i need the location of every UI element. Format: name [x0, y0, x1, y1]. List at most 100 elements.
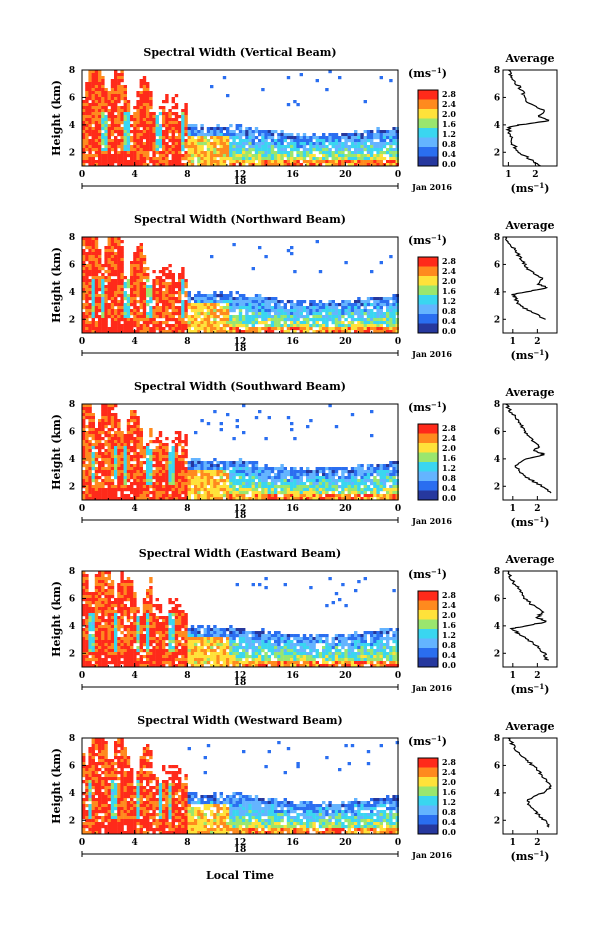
colorbar-tick-label: 1.6: [442, 286, 456, 296]
colorbar-segment: [418, 285, 438, 296]
y-tick-label: 8: [69, 66, 75, 76]
average-x-label-base: (ms: [510, 182, 533, 195]
average-y-tick-label: 4: [494, 455, 500, 465]
average-line: [507, 570, 549, 661]
colorbar-segment: [418, 314, 438, 324]
x-tick-label: 0: [79, 838, 85, 848]
colorbar-segment: [418, 452, 438, 463]
colorbar-segment: [418, 443, 438, 453]
colorbar-unit-exp: −1: [431, 567, 442, 576]
panel-5: Spectral Width (Westward Beam)0 4 8 12 16 20 0…: [50, 714, 558, 863]
y-axis-label: Height (km): [50, 581, 63, 657]
average-y-tick-label: 4: [494, 622, 500, 632]
colorbar-tick-label: 2.0: [442, 443, 456, 453]
average-y-tick-label: 8: [494, 400, 500, 410]
x-tick-label: 0: [395, 337, 401, 347]
heatmap-cells: [82, 571, 399, 668]
average-frame: [502, 570, 558, 668]
panel-title: Spectral Width (Southward Beam): [134, 380, 346, 393]
y-tick-label: 2: [69, 816, 75, 826]
average-frame: [502, 737, 558, 835]
colorbar-tick-label: 2.8: [442, 590, 456, 600]
date-label: Jan 2016: [411, 850, 452, 860]
average-title: Average: [504, 553, 554, 566]
colorbar-segment: [418, 796, 438, 806]
colorbar-segment: [418, 657, 438, 668]
average-x-label-close: ): [544, 516, 549, 529]
y-tick-label: 2: [69, 482, 75, 492]
colorbar-tick-label: 0.4: [442, 650, 456, 660]
average-y-tick-label: 2: [494, 649, 500, 659]
colorbar-segment: [418, 462, 438, 472]
day-label: 18: [234, 344, 247, 354]
date-label: Jan 2016: [411, 683, 452, 693]
average-x-label-base: (ms: [510, 349, 533, 362]
average-x-label-close: ): [544, 683, 549, 696]
colorbar: (ms−1) 2.82.42.01.61.20.80.40.0: [408, 66, 456, 169]
colorbar-unit-close: ): [442, 401, 447, 414]
colorbar-segment: [418, 591, 438, 601]
y-axis-label: Height (km): [50, 414, 63, 490]
y-axis: 2 4 6 8 Height (km): [50, 567, 86, 659]
y-tick-label: 6: [69, 93, 75, 103]
average-y-tick-label: 8: [494, 567, 500, 577]
average-frame: [502, 236, 558, 334]
y-tick-label: 2: [69, 649, 75, 659]
x-axis: 0 4 8 12 16 20 0: [79, 663, 401, 681]
colorbar-tick-label: 2.8: [442, 423, 456, 433]
colorbar-tick-label: 0.4: [442, 817, 456, 827]
colorbar-segment: [418, 323, 438, 334]
date-label: Jan 2016: [411, 182, 452, 192]
date-label: Jan 2016: [411, 516, 452, 526]
panel-title: Spectral Width (Eastward Beam): [139, 547, 341, 560]
colorbar-segment: [418, 90, 438, 100]
colorbar-tick-label: 0.4: [442, 316, 456, 326]
panel-title: Spectral Width (Vertical Beam): [143, 46, 336, 59]
average-title: Average: [504, 219, 554, 232]
y-axis: 2 4 6 8 Height (km): [50, 66, 86, 158]
y-tick-label: 2: [69, 315, 75, 325]
colorbar-tick-label: 2.0: [442, 610, 456, 620]
average-x-label-base: (ms: [510, 850, 533, 863]
colorbar-segment: [418, 600, 438, 611]
colorbar-segment: [418, 118, 438, 129]
average-x-label-exp: −1: [534, 849, 545, 858]
colorbar-tick-label: 1.6: [442, 787, 456, 797]
colorbar-segment: [418, 805, 438, 816]
y-axis-label: Height (km): [50, 748, 63, 824]
average-x-label-base: (ms: [510, 516, 533, 529]
day-bar: 18 Jan 2016: [81, 845, 452, 860]
colorbar-tick-label: 0.4: [442, 483, 456, 493]
x-tick-label: 16: [286, 671, 299, 681]
colorbar-tick-label: 2.8: [442, 757, 456, 767]
colorbar-segment: [418, 276, 438, 286]
colorbar-tick-label: 0.8: [442, 640, 456, 650]
date-label: Jan 2016: [411, 349, 452, 359]
x-tick-label: 8: [184, 337, 190, 347]
day-label: 18: [234, 177, 247, 187]
y-tick-label: 8: [69, 233, 75, 243]
y-tick-label: 4: [69, 622, 75, 632]
panel-2: Spectral Width (Northward Beam)0 4 8 12 16 20…: [50, 213, 558, 362]
x-axis: 0 4 8 12 16 20 0: [79, 496, 401, 514]
average-y-tick-label: 8: [494, 66, 500, 76]
y-axis-label: Height (km): [50, 247, 63, 323]
colorbar-segment: [418, 629, 438, 639]
colorbar-unit-exp: −1: [431, 66, 442, 75]
colorbar-unit-close: ): [442, 234, 447, 247]
average-y-tick-label: 2: [494, 482, 500, 492]
colorbar-segment: [418, 777, 438, 787]
average-y-tick-label: 4: [494, 121, 500, 131]
average-x-tick-label: 1: [510, 337, 516, 347]
average-frame: [502, 69, 558, 167]
colorbar-segment: [418, 815, 438, 825]
y-tick-label: 4: [69, 288, 75, 298]
x-tick-label: 20: [339, 337, 352, 347]
colorbar-tick-label: 2.0: [442, 777, 456, 787]
x-tick-label: 20: [339, 170, 352, 180]
y-axis: 2 4 6 8 Height (km): [50, 233, 86, 325]
colorbar-segment: [418, 257, 438, 267]
colorbar-tick-label: 0.4: [442, 149, 456, 159]
average-y-tick-label: 4: [494, 288, 500, 298]
colorbar-frame: [417, 757, 439, 835]
